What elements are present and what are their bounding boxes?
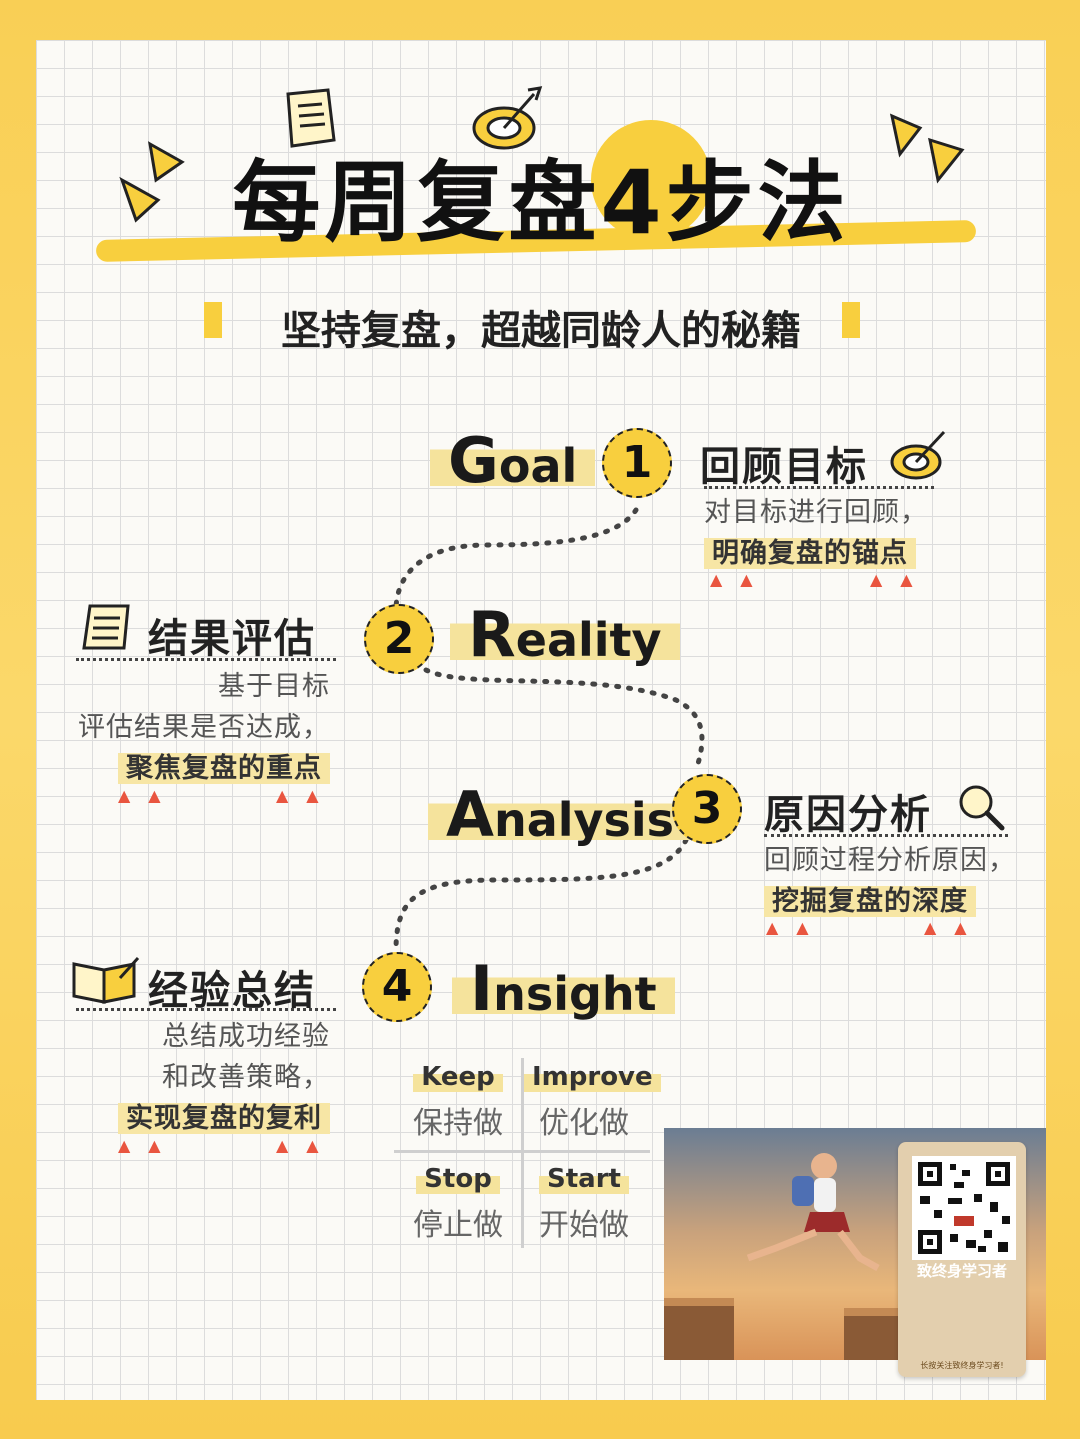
kiss-start-cn: 开始做	[524, 1200, 644, 1244]
step3-number: 3	[672, 774, 742, 844]
step3-accent-marks: ▲▲	[924, 918, 985, 937]
qr-card[interactable]: 致终身学习者 长按关注致终身学习者!	[898, 1142, 1026, 1377]
step4-desc-line: 总结成功经验	[56, 1016, 330, 1057]
qr-code[interactable]	[912, 1156, 1016, 1260]
step4-english-cap: I	[470, 952, 493, 1025]
step3-highlight: 挖掘复盘的深度	[764, 886, 976, 917]
qr-account-name: 致终身学习者	[898, 1260, 1026, 1281]
step1-accent-marks: ▲▲	[710, 570, 771, 589]
notepad-icon	[76, 600, 136, 656]
kiss-start-en: Start	[539, 1164, 629, 1194]
step4-accent-marks: ▲▲	[118, 1136, 179, 1155]
step1-desc-line: 对目标进行回顾，	[704, 492, 928, 533]
step3-english-cap: A	[446, 778, 494, 851]
kiss-improve: Improve 优化做	[524, 1062, 644, 1142]
paper-background: 每周复盘4步法 坚持复盘，超越同龄人的秘籍 Goal 1 回顾目标 对目标进行回…	[36, 40, 1046, 1400]
step2-desc-line: 基于目标	[56, 666, 330, 707]
step2-english-cap: R	[468, 598, 516, 671]
step4-highlight: 实现复盘的复利	[118, 1103, 330, 1134]
kiss-grid-horizontal-line	[394, 1150, 650, 1153]
kiss-stop-cn: 停止做	[398, 1200, 518, 1244]
step4-english: Insight	[452, 952, 675, 1025]
step2-accent-marks: ▲▲	[118, 786, 179, 805]
step4-accent-marks: ▲▲	[276, 1136, 337, 1155]
step2-accent-marks: ▲▲	[276, 786, 337, 805]
step2-number: 2	[364, 604, 434, 674]
target-icon	[888, 424, 952, 484]
step3-english: Analysis	[428, 778, 692, 851]
step1-english-cap: G	[448, 424, 499, 497]
step1-english-rest: oal	[499, 439, 577, 493]
step1-accent-marks: ▲▲	[870, 570, 931, 589]
step2-english: Reality	[450, 598, 680, 671]
step1-divider	[704, 484, 934, 489]
step2-english-rest: eality	[516, 613, 662, 667]
step2-divider	[76, 656, 336, 661]
kiss-keep: Keep 保持做	[398, 1062, 518, 1142]
kiss-stop-en: Stop	[416, 1164, 500, 1194]
step2-highlight: 聚焦复盘的重点	[118, 753, 330, 784]
kiss-improve-en: Improve	[524, 1062, 661, 1092]
step4-description: 总结成功经验 和改善策略， 实现复盘的复利	[56, 1016, 330, 1139]
step4-desc-line: 和改善策略，	[56, 1057, 330, 1098]
kiss-stop: Stop 停止做	[398, 1164, 518, 1244]
qr-follow-note: 长按关注致终身学习者!	[898, 1360, 1026, 1371]
qr-code-pattern	[914, 1158, 1014, 1258]
kiss-keep-en: Keep	[413, 1062, 503, 1092]
step4-divider	[76, 1006, 336, 1011]
kiss-improve-cn: 优化做	[524, 1098, 644, 1142]
step2-description: 基于目标 评估结果是否达成， 聚焦复盘的重点	[56, 666, 330, 789]
step3-accent-marks: ▲▲	[766, 918, 827, 937]
step3-english-rest: nalysis	[494, 793, 674, 847]
step1-description: 对目标进行回顾， 明确复盘的锚点	[704, 492, 928, 574]
kiss-keep-cn: 保持做	[398, 1098, 518, 1142]
step1-highlight: 明确复盘的锚点	[704, 538, 916, 569]
step3-divider	[764, 832, 1008, 837]
step4-english-rest: nsight	[493, 967, 657, 1021]
step3-desc-line: 回顾过程分析原因，	[764, 840, 1016, 881]
step1-english: Goal	[430, 424, 595, 497]
step4-number: 4	[362, 952, 432, 1022]
kiss-start: Start 开始做	[524, 1164, 644, 1244]
step2-desc-line: 评估结果是否达成，	[56, 707, 330, 748]
open-book-icon	[70, 952, 142, 1008]
magnifier-icon	[956, 782, 1008, 834]
step3-description: 回顾过程分析原因， 挖掘复盘的深度	[764, 840, 1016, 922]
step1-number: 1	[602, 428, 672, 498]
